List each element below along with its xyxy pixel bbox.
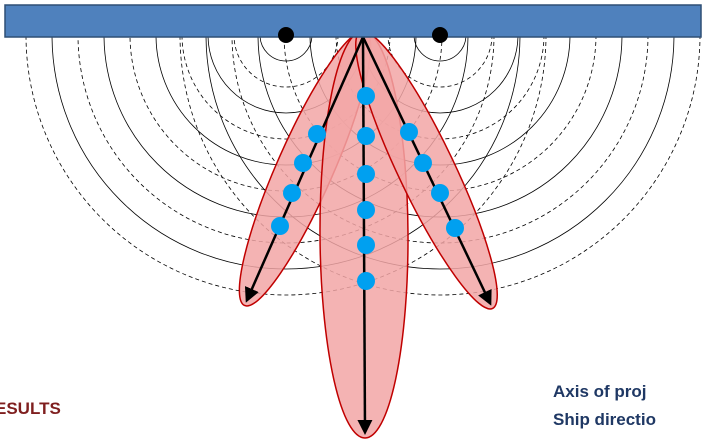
right-beam-receiver-2 — [414, 154, 432, 172]
axis-of-projection-label: Axis of proj — [553, 382, 647, 401]
right-beam-receiver-3 — [431, 184, 449, 202]
right-beam-receiver-1 — [400, 123, 418, 141]
source-point-2 — [432, 27, 448, 43]
ship-direction-label: Ship directio — [553, 410, 656, 429]
center-beam-receiver-5 — [357, 236, 375, 254]
left-beam-receiver-3 — [283, 184, 301, 202]
wavefront-arc-2-1 — [413, 37, 467, 62]
beam-lobes — [238, 30, 499, 439]
left-beam-receiver-4 — [271, 217, 289, 235]
wavefront-arc-1-10 — [25, 37, 547, 296]
wavefront-arc-2-9 — [205, 37, 675, 270]
wavefront-arc-1-3 — [207, 37, 365, 114]
center-beam-receiver-2 — [357, 127, 375, 145]
wavefront-arc-2-10 — [179, 37, 701, 296]
source-point-1 — [278, 27, 294, 43]
wavefront-arc-1-9 — [51, 37, 521, 270]
center-beam-receiver-3 — [357, 165, 375, 183]
center-beam-receiver-6 — [357, 272, 375, 290]
results-label: ESULTS — [0, 399, 61, 418]
receiver-dots — [271, 87, 464, 290]
ship-bar — [4, 4, 702, 38]
wavefront-arc-1-4 — [181, 37, 391, 140]
center-beam-receiver-4 — [357, 201, 375, 219]
wavefront-arc-2-3 — [361, 37, 519, 114]
center-beam-receiver-1 — [357, 87, 375, 105]
right-beam-receiver-4 — [446, 219, 464, 237]
left-beam-receiver-2 — [294, 154, 312, 172]
left-beam-receiver-1 — [308, 125, 326, 143]
source-points — [278, 27, 448, 43]
